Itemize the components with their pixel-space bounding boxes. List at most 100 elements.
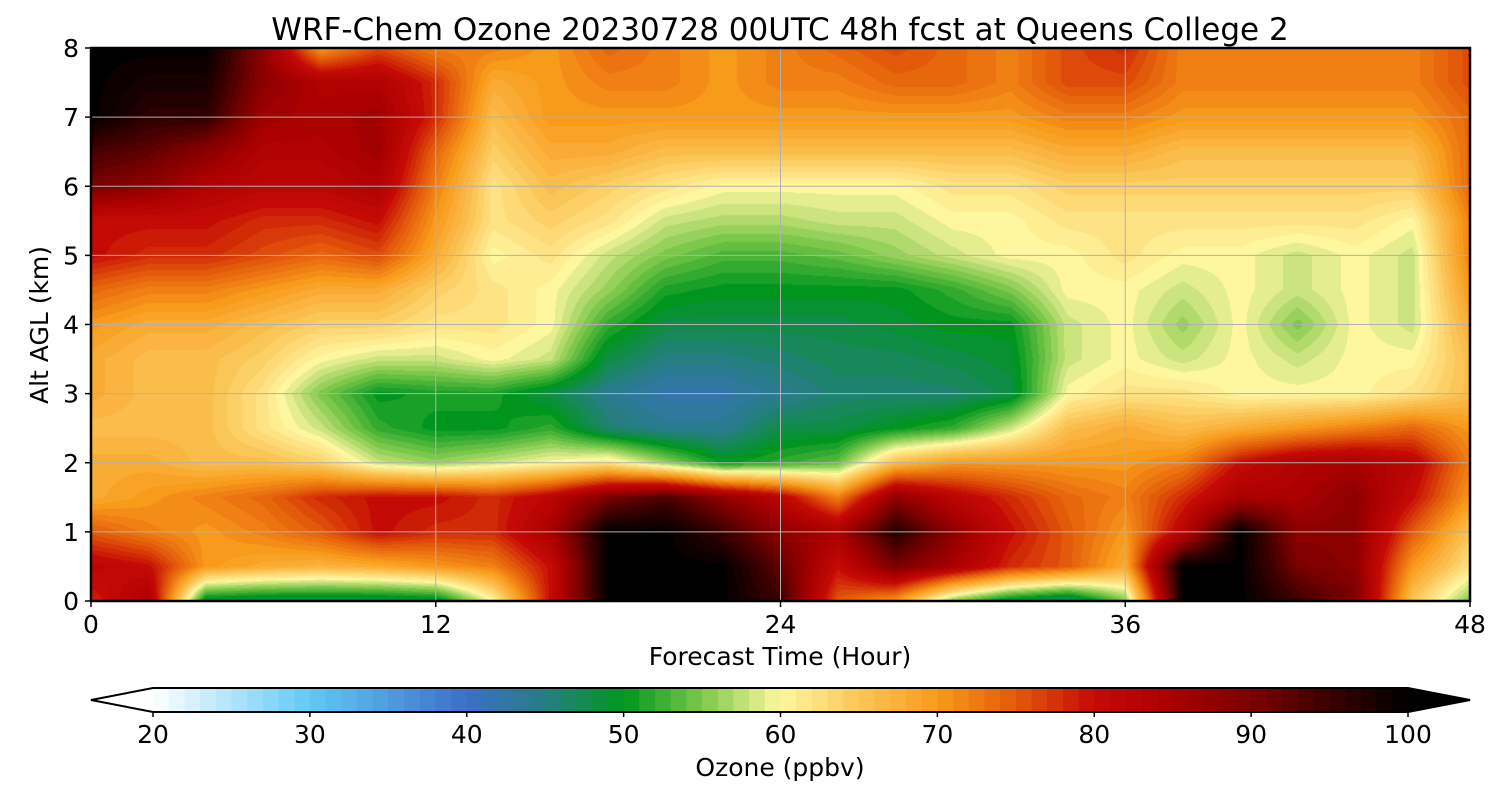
colorbar-swatch xyxy=(325,688,342,712)
colorbar-swatch xyxy=(231,688,248,712)
colorbar-swatch xyxy=(1094,688,1111,712)
colorbar-swatch xyxy=(278,688,295,712)
colorbar-tick-label: 30 xyxy=(294,720,326,749)
x-axis-label: Forecast Time (Hour) xyxy=(649,642,912,671)
chart-title: WRF-Chem Ozone 20230728 00UTC 48h fcst a… xyxy=(271,12,1288,48)
colorbar-swatch xyxy=(435,688,452,712)
colorbar-swatch xyxy=(498,688,515,712)
colorbar-swatch xyxy=(764,688,782,712)
colorbar-swatch xyxy=(1204,688,1221,712)
colorbar-swatch xyxy=(545,688,562,712)
colorbar-tick-label: 70 xyxy=(921,720,953,749)
colorbar-tick-label: 40 xyxy=(451,720,483,749)
colorbar-swatch xyxy=(843,688,860,712)
colorbar-tick-label: 20 xyxy=(137,720,169,749)
y-axis-label: Alt AGL (km) xyxy=(25,246,54,404)
colorbar-swatch xyxy=(827,688,844,712)
colorbar-swatch xyxy=(1376,688,1393,712)
colorbar-swatch xyxy=(890,688,907,712)
colorbar-swatch xyxy=(607,688,625,712)
y-tick-label: 8 xyxy=(63,34,79,63)
colorbar-swatch xyxy=(733,688,750,712)
colorbar-swatch xyxy=(1141,688,1158,712)
x-tick-label: 24 xyxy=(765,610,797,639)
colorbar-swatch xyxy=(1047,688,1064,712)
y-tick-label: 0 xyxy=(63,587,79,616)
y-tick-label: 5 xyxy=(63,241,79,270)
colorbar-swatch xyxy=(749,688,766,712)
colorbar-swatch xyxy=(1298,688,1315,712)
colorbar-swatch xyxy=(968,688,986,712)
colorbar-swatch xyxy=(1062,688,1080,712)
colorbar-swatch xyxy=(921,688,938,712)
colorbar-swatch xyxy=(1251,688,1268,712)
colorbar-swatch xyxy=(560,688,578,712)
colorbar-swatch xyxy=(1282,688,1299,712)
colorbar-swatch xyxy=(168,688,185,712)
colorbar-swatch xyxy=(623,688,640,712)
colorbar-swatch xyxy=(1109,688,1127,712)
colorbar-min-extension xyxy=(91,688,153,712)
colorbar-swatch xyxy=(1360,688,1378,712)
colorbar-swatch xyxy=(513,688,531,712)
y-tick-label: 7 xyxy=(63,103,79,132)
colorbar-swatch xyxy=(874,688,891,712)
colorbar-swatch xyxy=(717,688,735,712)
colorbar-swatch xyxy=(811,688,829,712)
colorbar-swatch xyxy=(655,688,672,712)
colorbar-swatch xyxy=(639,688,656,712)
colorbar-swatch xyxy=(1157,688,1174,712)
colorbar-swatch xyxy=(1266,688,1284,712)
colorbar-swatch xyxy=(1345,688,1362,712)
x-tick-label: 36 xyxy=(1109,610,1141,639)
colorbar-tick-label: 50 xyxy=(608,720,640,749)
colorbar-swatch xyxy=(670,688,687,712)
colorbar-swatch xyxy=(215,688,233,712)
colorbar-swatch xyxy=(702,688,719,712)
colorbar-swatch xyxy=(247,688,264,712)
colorbar-swatch xyxy=(780,688,797,712)
colorbar-swatch xyxy=(1313,688,1331,712)
colorbar-swatch xyxy=(356,688,374,712)
colorbar-swatch xyxy=(341,688,358,712)
colorbar-swatch xyxy=(686,688,703,712)
colorbar-swatch xyxy=(592,688,609,712)
colorbar-swatch xyxy=(184,688,201,712)
y-tick-label: 1 xyxy=(63,518,79,547)
colorbar-tick-label: 80 xyxy=(1078,720,1110,749)
colorbar-swatch xyxy=(1015,688,1033,712)
x-tick-label: 0 xyxy=(83,610,99,639)
y-tick-label: 3 xyxy=(63,380,79,409)
colorbar-tick-label: 100 xyxy=(1384,720,1432,749)
colorbar-swatch xyxy=(1125,688,1142,712)
colorbar-swatch xyxy=(200,688,217,712)
colorbar-swatch xyxy=(1392,688,1409,712)
colorbar-swatch xyxy=(309,688,327,712)
colorbar-swatch xyxy=(404,688,421,712)
colorbar-swatch xyxy=(482,688,499,712)
colorbar-swatch xyxy=(953,688,970,712)
colorbar-swatch xyxy=(1000,688,1017,712)
colorbar-swatch xyxy=(466,688,484,712)
colorbar-swatch xyxy=(294,688,311,712)
colorbar-swatch xyxy=(576,688,593,712)
y-tick-label: 6 xyxy=(63,172,79,201)
y-tick-label: 4 xyxy=(63,311,79,340)
colorbar-swatch xyxy=(1235,688,1252,712)
colorbar-tick-label: 90 xyxy=(1235,720,1267,749)
colorbar-swatch xyxy=(1188,688,1205,712)
colorbar-swatch xyxy=(419,688,436,712)
colorbar-swatch xyxy=(1329,688,1346,712)
colorbar-label: Ozone (ppbv) xyxy=(695,753,864,782)
y-tick-label: 2 xyxy=(63,449,79,478)
colorbar-swatch xyxy=(1172,688,1189,712)
colorbar-swatch xyxy=(1031,688,1048,712)
colorbar-swatch xyxy=(451,688,468,712)
y-axis-ticks: 0 1 2 3 4 5 6 7 8 xyxy=(63,34,91,616)
colorbar-tick-label: 60 xyxy=(765,720,797,749)
colorbar-swatch xyxy=(796,688,813,712)
colorbar-swatch xyxy=(858,688,876,712)
colorbar-swatch xyxy=(529,688,546,712)
colorbar-swatch xyxy=(388,688,405,712)
